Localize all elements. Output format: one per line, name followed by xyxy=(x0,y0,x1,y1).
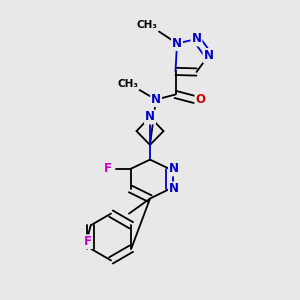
Text: N: N xyxy=(172,37,182,50)
Text: N: N xyxy=(169,162,179,176)
Text: F: F xyxy=(84,235,92,248)
Text: N: N xyxy=(145,110,155,124)
Text: F: F xyxy=(104,162,112,176)
Text: O: O xyxy=(195,93,206,106)
Text: N: N xyxy=(191,32,202,46)
Text: N: N xyxy=(151,93,161,106)
Text: CH₃: CH₃ xyxy=(136,20,158,30)
Text: N: N xyxy=(203,49,214,62)
Text: N: N xyxy=(169,182,179,196)
Text: CH₃: CH₃ xyxy=(117,79,138,89)
